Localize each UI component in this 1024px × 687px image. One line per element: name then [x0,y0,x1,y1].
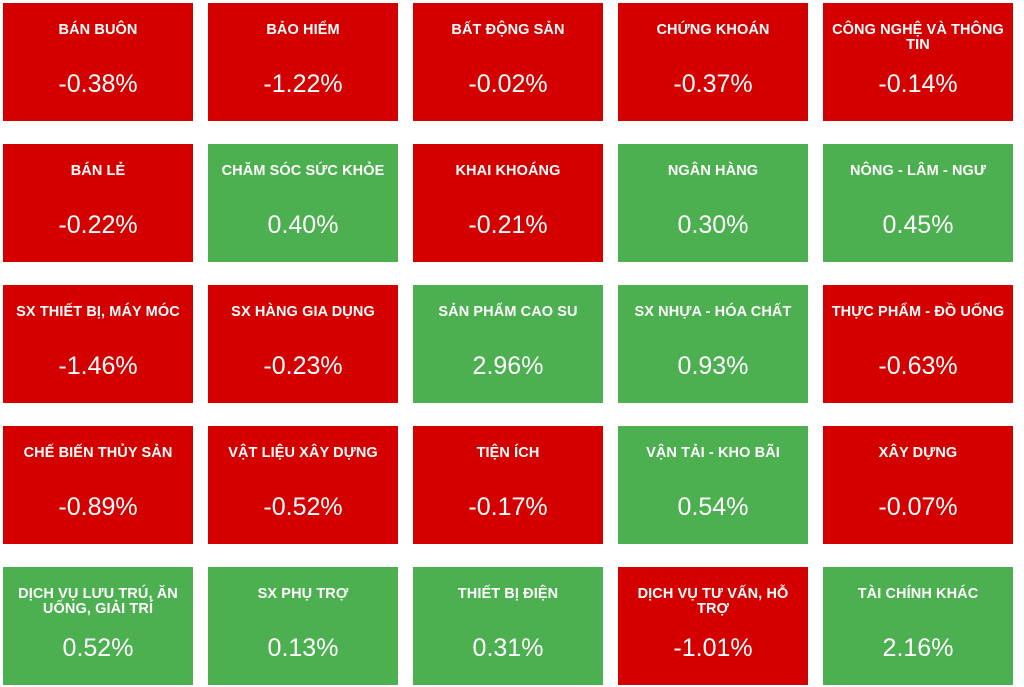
sector-name: BẢO HIỂM [266,22,340,38]
sector-change: -0.23% [263,352,343,380]
sector-name: BẤT ĐỘNG SẢN [451,22,565,38]
sector-change: 0.45% [882,211,954,239]
sector-name: NÔNG - LÂM - NGƯ [849,163,987,179]
sector-change: 0.30% [677,211,749,239]
sector-tile-bao-hiem[interactable]: BẢO HIỂM -1.22% [208,3,398,121]
sector-tile-cham-soc-suc-khoe[interactable]: CHĂM SÓC SỨC KHỎE 0.40% [208,144,398,262]
sector-change: 0.54% [677,493,749,521]
sector-tile-tien-ich[interactable]: TIỆN ÍCH -0.17% [413,426,603,544]
sector-tile-nong-lam-ngu[interactable]: NÔNG - LÂM - NGƯ 0.45% [823,144,1013,262]
sector-change: -0.38% [58,70,138,98]
sector-tile-sx-hang-gia-dung[interactable]: SX HÀNG GIA DỤNG -0.23% [208,285,398,403]
sector-change: -1.46% [58,352,138,380]
sector-name: VẬT LIỆU XÂY DỰNG [228,445,378,461]
sector-tile-ngan-hang[interactable]: NGÂN HÀNG 0.30% [618,144,808,262]
sector-name: CHỨNG KHOÁN [656,22,770,38]
sector-tile-sx-nhua-hoa-chat[interactable]: SX NHỰA - HÓA CHẤT 0.93% [618,285,808,403]
sector-change: 0.52% [62,634,134,662]
sector-tile-sx-phu-tro[interactable]: SX PHỤ TRỢ 0.13% [208,567,398,685]
sector-name: XÂY DỰNG [878,445,958,461]
sector-change: -0.02% [468,70,548,98]
sector-change: -0.22% [58,211,138,239]
sector-tile-dich-vu-luu-tru-an-uong-giai-tri[interactable]: DỊCH VỤ LƯU TRÚ, ĂN UỐNG, GIẢI TRÍ 0.52% [3,567,193,685]
sector-tile-sx-thiet-bi-may-moc[interactable]: SX THIẾT BỊ, MÁY MÓC -1.46% [3,285,193,403]
sector-name: SX HÀNG GIA DỤNG [231,304,375,320]
sector-change: 0.13% [267,634,339,662]
sector-name: CÔNG NGHỆ VÀ THÔNG TIN [832,22,1004,53]
sector-tile-san-pham-cao-su[interactable]: SẢN PHẨM CAO SU 2.96% [413,285,603,403]
sector-tile-ban-le[interactable]: BÁN LẺ -0.22% [3,144,193,262]
sector-name: NGÂN HÀNG [667,163,759,179]
sector-change: 0.40% [267,211,339,239]
sector-name: SX NHỰA - HÓA CHẤT [634,304,792,320]
sector-name: SX PHỤ TRỢ [257,586,349,602]
sector-change: -0.63% [878,352,958,380]
sector-name: VẬN TẢI - KHO BÃI [646,445,780,461]
sector-name: THỰC PHẨM - ĐỒ UỐNG [831,304,1005,320]
sector-tile-cong-nghe-thong-tin[interactable]: CÔNG NGHỆ VÀ THÔNG TIN -0.14% [823,3,1013,121]
sector-name: CHẾ BIẾN THỦY SẢN [23,445,173,461]
sector-name: BÁN LẺ [70,163,126,179]
sector-tile-thuc-pham-do-uong[interactable]: THỰC PHẨM - ĐỒ UỐNG -0.63% [823,285,1013,403]
sector-tile-van-tai-kho-bai[interactable]: VẬN TẢI - KHO BÃI 0.54% [618,426,808,544]
sector-name: DỊCH VỤ LƯU TRÚ, ĂN UỐNG, GIẢI TRÍ [18,586,178,617]
sector-tile-xay-dung[interactable]: XÂY DỰNG -0.07% [823,426,1013,544]
sector-tile-chung-khoan[interactable]: CHỨNG KHOÁN -0.37% [618,3,808,121]
sector-tile-ban-buon[interactable]: BÁN BUÔN -0.38% [3,3,193,121]
sector-change: -0.14% [878,70,958,98]
sector-tile-khai-khoang[interactable]: KHAI KHOÁNG -0.21% [413,144,603,262]
sector-change: -0.17% [468,493,548,521]
sector-change: -0.21% [468,211,548,239]
sector-name: CHĂM SÓC SỨC KHỎE [221,163,385,179]
sector-change: 2.16% [882,634,954,662]
sector-name: KHAI KHOÁNG [455,163,561,179]
sector-tile-thiet-bi-dien[interactable]: THIẾT BỊ ĐIỆN 0.31% [413,567,603,685]
sector-tile-vat-lieu-xay-dung[interactable]: VẬT LIỆU XÂY DỰNG -0.52% [208,426,398,544]
sector-change: 0.31% [472,634,544,662]
sector-name: BÁN BUÔN [58,22,138,38]
sector-tile-che-bien-thuy-san[interactable]: CHẾ BIẾN THỦY SẢN -0.89% [3,426,193,544]
sector-name: THIẾT BỊ ĐIỆN [457,586,559,602]
sector-change: 0.93% [677,352,749,380]
sector-tile-bat-dong-san[interactable]: BẤT ĐỘNG SẢN -0.02% [413,3,603,121]
sector-change: -0.37% [673,70,753,98]
sector-name: SX THIẾT BỊ, MÁY MÓC [16,304,180,320]
sector-tile-tai-chinh-khac[interactable]: TÀI CHÍNH KHÁC 2.16% [823,567,1013,685]
sector-change: -0.52% [263,493,343,521]
sector-tile-dich-vu-tu-van-ho-tro[interactable]: DỊCH VỤ TƯ VẤN, HỖ TRỢ -1.01% [618,567,808,685]
sector-change: -1.22% [263,70,343,98]
sector-name: DỊCH VỤ TƯ VẤN, HỖ TRỢ [637,586,789,617]
sector-name: SẢN PHẨM CAO SU [438,304,578,320]
sector-name: TIỆN ÍCH [476,445,540,461]
sector-change: -0.89% [58,493,138,521]
sector-change: -1.01% [673,634,753,662]
sector-change: -0.07% [878,493,958,521]
sector-change: 2.96% [472,352,544,380]
sector-name: TÀI CHÍNH KHÁC [857,586,979,602]
